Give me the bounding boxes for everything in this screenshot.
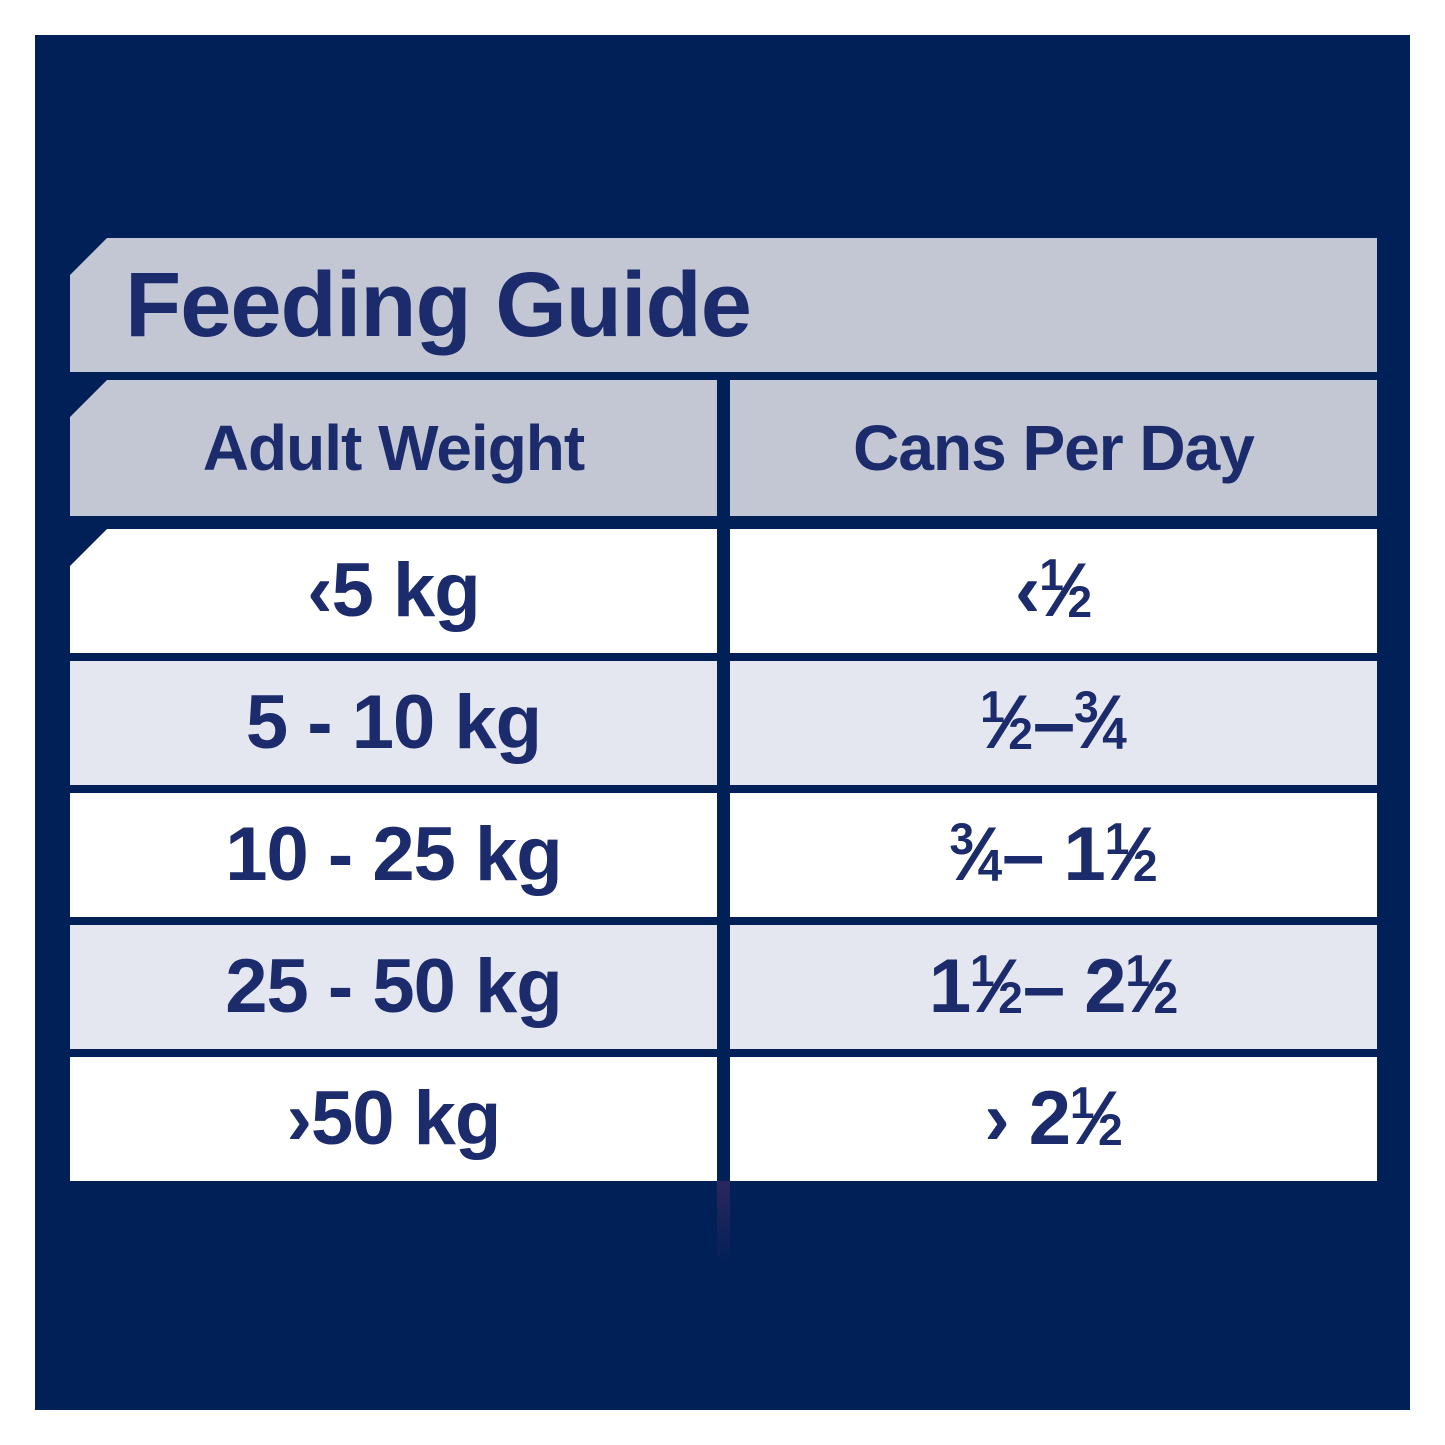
column-divider-tail — [717, 1181, 730, 1265]
table-row: 25 - 50 kg 1 1⁄2 – 2 1⁄2 — [70, 925, 1377, 1049]
column-divider — [717, 380, 730, 516]
column-divider — [717, 529, 730, 653]
cans-cell: 3⁄4 – 1 1⁄2 — [730, 793, 1377, 917]
column-divider — [717, 1057, 730, 1181]
table-row: ‹5 kg ‹ 1⁄2 — [70, 529, 1377, 653]
feeding-guide-panel: Feeding Guide Adult Weight Cans Per Day … — [35, 35, 1410, 1410]
weight-cell: 25 - 50 kg — [70, 925, 717, 1049]
column-header-adult-weight: Adult Weight — [70, 380, 717, 516]
cans-cell: 1 1⁄2 – 2 1⁄2 — [730, 925, 1377, 1049]
feeding-guide-content: Feeding Guide Adult Weight Cans Per Day … — [70, 238, 1377, 1189]
table-row: 5 - 10 kg 1⁄2 – 3⁄4 — [70, 661, 1377, 785]
cans-cell: 1⁄2 – 3⁄4 — [730, 661, 1377, 785]
cans-cell: ‹ 1⁄2 — [730, 529, 1377, 653]
column-divider — [717, 925, 730, 1049]
column-divider — [717, 793, 730, 917]
weight-cell: 10 - 25 kg — [70, 793, 717, 917]
column-header-cans-per-day: Cans Per Day — [730, 380, 1377, 516]
column-divider — [717, 661, 730, 785]
table-row: 10 - 25 kg 3⁄4 – 1 1⁄2 — [70, 793, 1377, 917]
weight-cell: ‹5 kg — [70, 529, 717, 653]
weight-cell: ›50 kg — [70, 1057, 717, 1181]
table-header-row: Adult Weight Cans Per Day — [70, 380, 1377, 516]
table-row: ›50 kg › 2 1⁄2 — [70, 1057, 1377, 1181]
page-title: Feeding Guide — [125, 254, 752, 356]
title-banner: Feeding Guide — [70, 238, 1377, 372]
cans-cell: › 2 1⁄2 — [730, 1057, 1377, 1181]
weight-cell: 5 - 10 kg — [70, 661, 717, 785]
